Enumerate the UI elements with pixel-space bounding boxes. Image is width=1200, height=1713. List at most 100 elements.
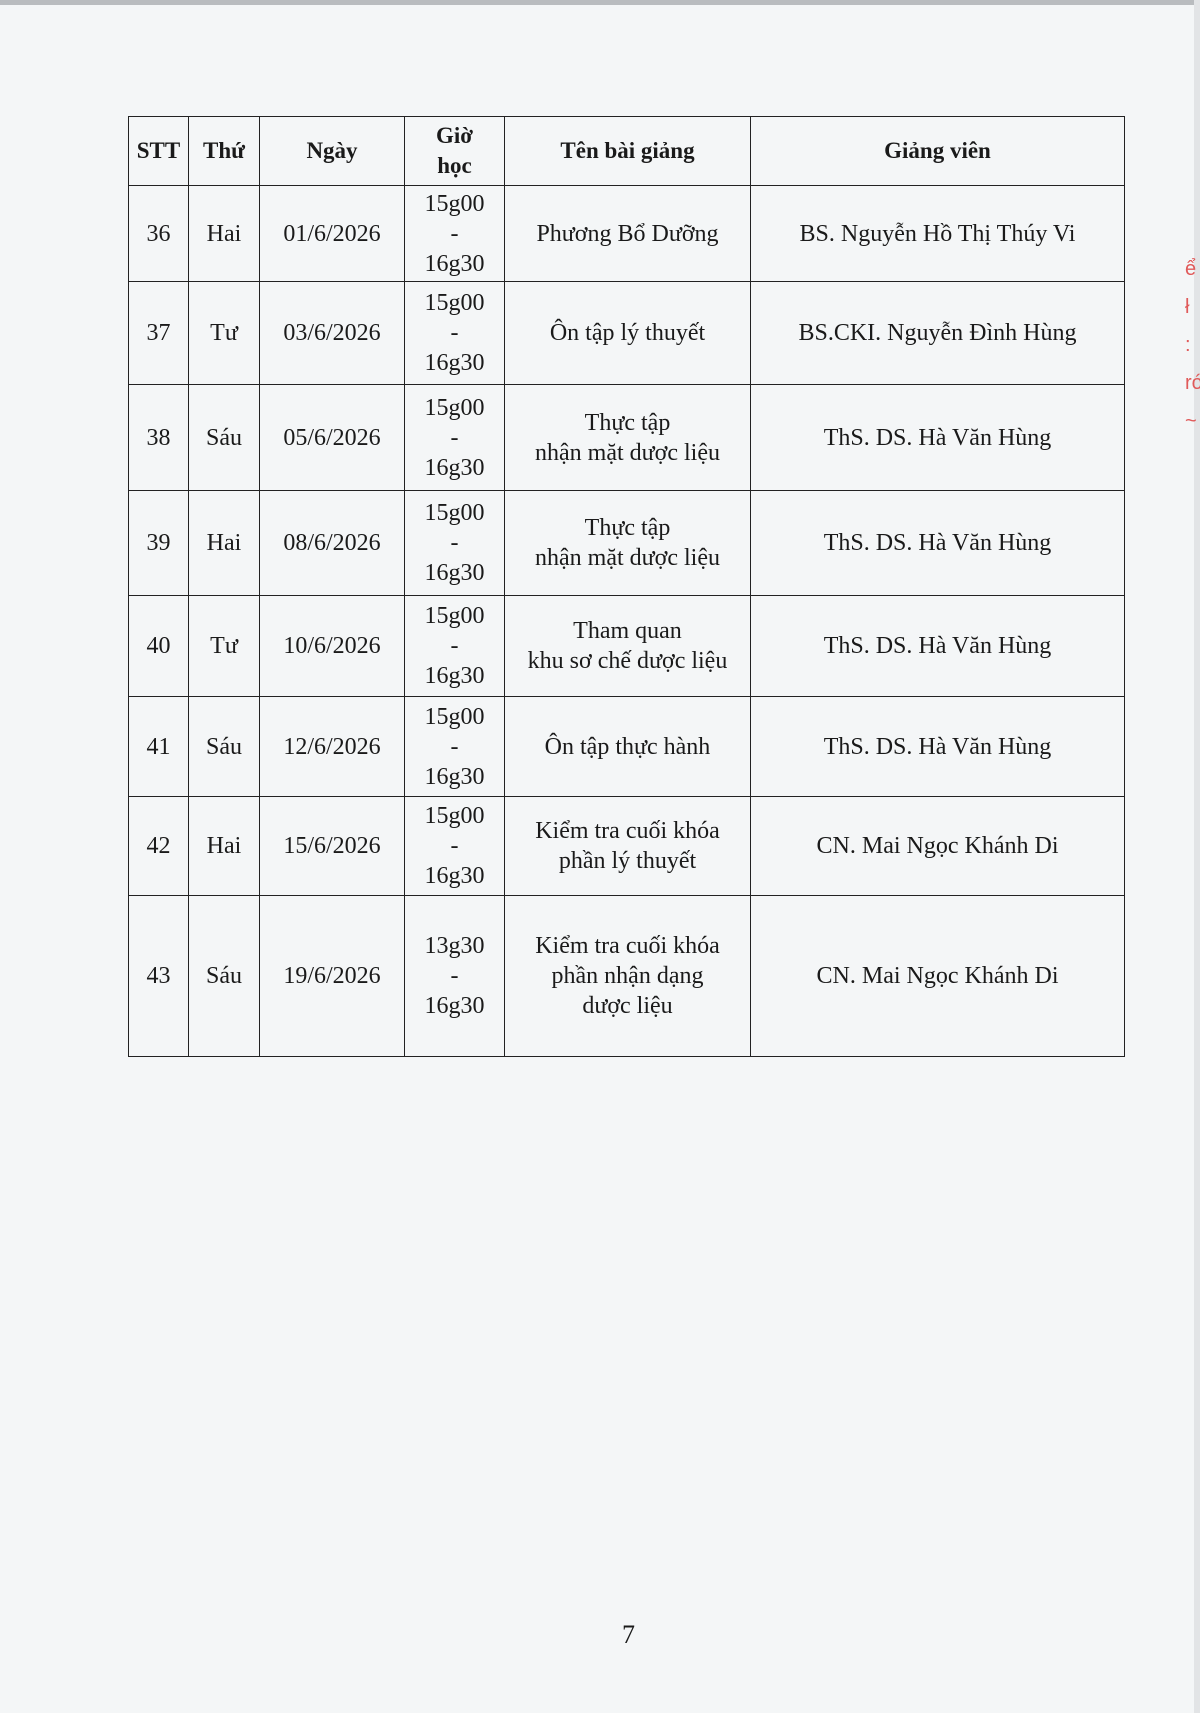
table-row: 37 Tư 03/6/2026 15g00 - 16g30 Ôn tập lý thuyết… [128, 281, 1125, 385]
cell-giang-vien: BS. Nguyễn Hồ Thị Thúy Vi [750, 185, 1125, 282]
header-ngay: Ngày [259, 116, 405, 186]
cell-ten-bai-giang: Phương Bổ Dưỡng [504, 185, 751, 282]
header-gio-hoc: Giờ học [404, 116, 505, 186]
cell-ten-bai-giang: Ôn tập thực hành [504, 696, 751, 797]
lesson-line: Thực tập [584, 409, 671, 436]
table-header-row: STT Thứ Ngày Giờ học Tên bài giảng Giảng… [128, 116, 1125, 186]
cell-gio-hoc: 15g00 - 16g30 [404, 185, 505, 282]
time-start: 15g00 [424, 803, 485, 829]
time-sep: - [450, 320, 459, 346]
cell-thu: Tư [188, 281, 260, 385]
cell-ngay: 15/6/2026 [259, 796, 405, 896]
header-giang-vien: Giảng viên [750, 116, 1125, 186]
time-end: 16g30 [424, 250, 485, 277]
time-end: 16g30 [424, 454, 485, 481]
cell-giang-vien: ThS. DS. Hà Văn Hùng [750, 696, 1125, 797]
cell-gio-hoc: 15g00 - 16g30 [404, 281, 505, 385]
time-start: 15g00 [424, 603, 485, 629]
cell-giang-vien: ThS. DS. Hà Văn Hùng [750, 490, 1125, 596]
header-ten-bai-giang: Tên bài giảng [504, 116, 751, 186]
lesson-line: Phương Bổ Dưỡng [536, 220, 719, 247]
table-row: 43 Sáu 19/6/2026 13g30 - 16g30 Kiểm tra cuối k… [128, 895, 1125, 1057]
stamp-fragment: ể ł: ró ~ [1185, 258, 1200, 432]
time-start: 15g00 [424, 290, 485, 316]
time-end: 16g30 [424, 863, 485, 889]
time-start: 13g30 [424, 933, 485, 959]
lesson-line: Ôn tập lý thuyết [549, 320, 706, 346]
cell-stt: 37 [128, 281, 189, 385]
cell-ngay: 05/6/2026 [259, 384, 405, 491]
time-sep: - [450, 220, 459, 247]
lesson-line: nhận mặt dược liệu [535, 439, 720, 466]
cell-ngay: 01/6/2026 [259, 185, 405, 282]
scan-edge-right [1194, 0, 1200, 1713]
cell-ten-bai-giang: Kiểm tra cuối khóa phần lý thuyết [504, 796, 751, 896]
time-sep: - [450, 424, 459, 451]
cell-ten-bai-giang: Ôn tập lý thuyết [504, 281, 751, 385]
cell-thu: Sáu [188, 384, 260, 491]
lesson-line: phần nhận dạng [551, 963, 704, 989]
time-sep: - [450, 633, 459, 659]
cell-thu: Hai [188, 185, 260, 282]
cell-thu: Hai [188, 490, 260, 596]
cell-ngay: 19/6/2026 [259, 895, 405, 1057]
time-end: 16g30 [424, 663, 485, 689]
time-end: 16g30 [424, 350, 485, 376]
table-row: 40 Tư 10/6/2026 15g00 - 16g30 Tham quan khu sơ … [128, 595, 1125, 697]
header-stt: STT [128, 116, 189, 186]
lesson-line: nhận mặt dược liệu [535, 545, 720, 571]
cell-giang-vien: CN. Mai Ngọc Khánh Di [750, 895, 1125, 1057]
page-number: 7 [622, 1620, 635, 1649]
table-row: 38 Sáu 05/6/2026 15g00 - 16g30 Thực tập nhận mặ… [128, 384, 1125, 491]
lesson-line: phần lý thuyết [558, 848, 697, 874]
time-start: 15g00 [424, 500, 485, 526]
cell-giang-vien: ThS. DS. Hà Văn Hùng [750, 384, 1125, 491]
lesson-line: Ôn tập thực hành [544, 733, 711, 760]
cell-stt: 42 [128, 796, 189, 896]
cell-ten-bai-giang: Kiểm tra cuối khóa phần nhận dạng dược liệ… [504, 895, 751, 1057]
cell-stt: 39 [128, 490, 189, 596]
cell-gio-hoc: 13g30 - 16g30 [404, 895, 505, 1057]
cell-thu: Sáu [188, 895, 260, 1057]
time-sep: - [450, 833, 459, 859]
time-end: 16g30 [424, 993, 485, 1019]
cell-ngay: 08/6/2026 [259, 490, 405, 596]
time-start: 15g00 [424, 394, 485, 421]
table-row: 42 Hai 15/6/2026 15g00 - 16g30 Kiểm tra cuối k… [128, 796, 1125, 896]
cell-thu: Sáu [188, 696, 260, 797]
scan-edge [0, 0, 1200, 5]
cell-ngay: 10/6/2026 [259, 595, 405, 697]
lesson-line: Thực tập [584, 515, 671, 541]
time-sep: - [450, 733, 459, 760]
cell-ngay: 03/6/2026 [259, 281, 405, 385]
cell-ten-bai-giang: Thực tập nhận mặt dược liệu [504, 384, 751, 491]
lesson-line: khu sơ chế dược liệu [527, 648, 728, 674]
time-sep: - [450, 530, 459, 556]
table-row: 36 Hai 01/6/2026 15g00 - 16g30 Phương Bổ Dưỡng… [128, 185, 1125, 282]
time-end: 16g30 [424, 560, 485, 586]
lesson-line: dược liệu [582, 993, 673, 1019]
cell-ngay: 12/6/2026 [259, 696, 405, 797]
cell-stt: 36 [128, 185, 189, 282]
header-thu: Thứ [188, 116, 260, 186]
cell-stt: 40 [128, 595, 189, 697]
time-end: 16g30 [424, 763, 485, 790]
cell-giang-vien: CN. Mai Ngọc Khánh Di [750, 796, 1125, 896]
lesson-line: Kiểm tra cuối khóa [535, 818, 720, 844]
lesson-line: Kiểm tra cuối khóa [535, 933, 720, 959]
lesson-line: Tham quan [573, 618, 682, 644]
schedule-table: STT Thứ Ngày Giờ học Tên bài giảng Giảng… [128, 116, 1125, 1057]
cell-gio-hoc: 15g00 - 16g30 [404, 384, 505, 491]
cell-gio-hoc: 15g00 - 16g30 [404, 696, 505, 797]
time-start: 15g00 [424, 703, 485, 730]
cell-gio-hoc: 15g00 - 16g30 [404, 490, 505, 596]
cell-stt: 38 [128, 384, 189, 491]
cell-gio-hoc: 15g00 - 16g30 [404, 595, 505, 697]
cell-gio-hoc: 15g00 - 16g30 [404, 796, 505, 896]
cell-thu: Hai [188, 796, 260, 896]
time-sep: - [450, 963, 459, 989]
cell-giang-vien: BS.CKI. Nguyễn Đình Hùng [750, 281, 1125, 385]
cell-ten-bai-giang: Thực tập nhận mặt dược liệu [504, 490, 751, 596]
time-start: 15g00 [424, 190, 485, 217]
cell-stt: 41 [128, 696, 189, 797]
